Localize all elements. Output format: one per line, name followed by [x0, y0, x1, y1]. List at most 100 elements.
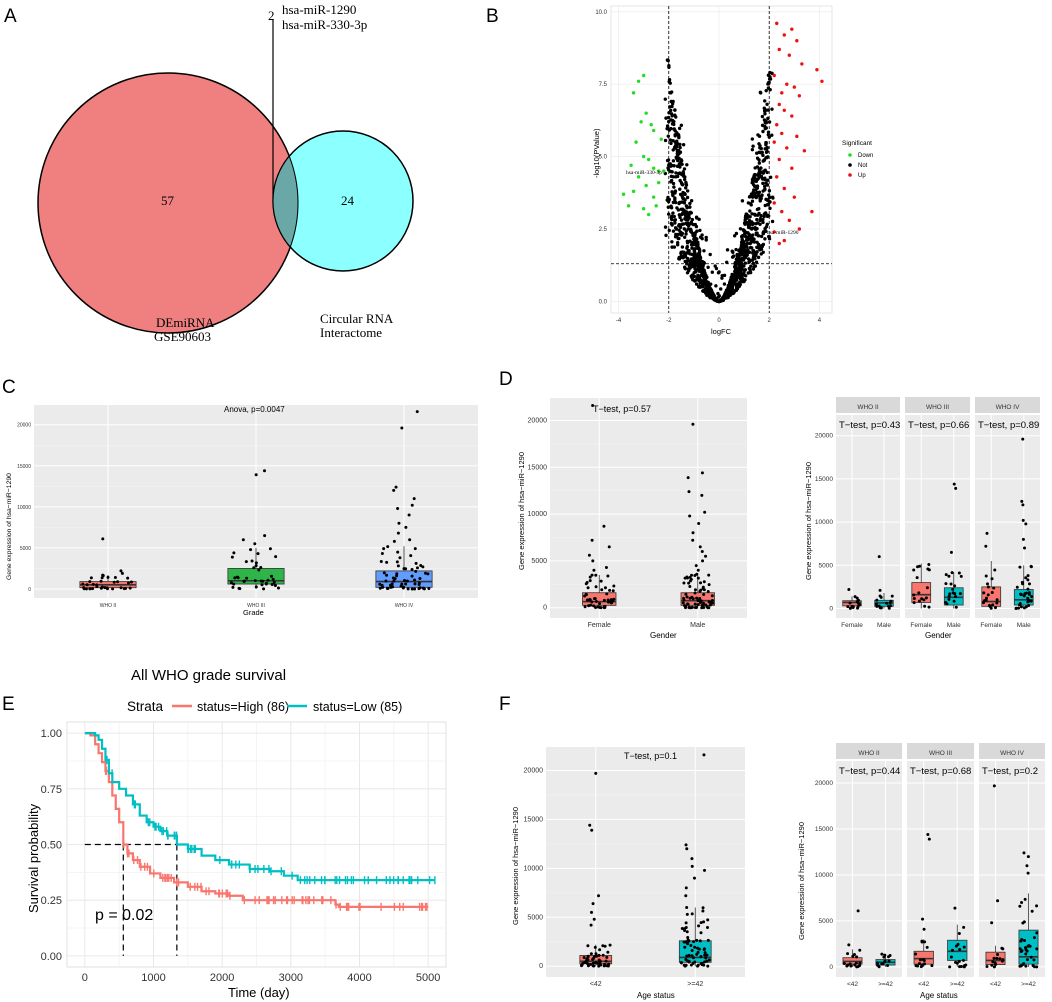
box-jitter-point	[686, 942, 690, 946]
box-jitter-point	[982, 591, 986, 595]
box-jitter-point	[273, 584, 277, 588]
box-jitter-point	[116, 580, 120, 584]
volcano-not-point	[671, 211, 675, 215]
box-jitter-point	[245, 576, 249, 580]
volcano-not-point	[740, 237, 744, 242]
box-jitter-point	[604, 959, 608, 963]
box-jitter-point	[846, 952, 850, 956]
box-jitter-point	[402, 578, 406, 582]
panel-label-c: C	[2, 377, 16, 398]
box-jitter-point	[699, 931, 703, 935]
box-jitter-point	[266, 578, 270, 582]
volcano-not-point	[723, 292, 728, 296]
box-jitter-point	[598, 963, 602, 967]
volcano-not-point	[748, 270, 752, 274]
box-outlier-point	[949, 550, 953, 554]
box-jitter-point	[249, 548, 253, 552]
facet-test-label: T−test, p=0.66	[908, 420, 969, 431]
y-tick-label: 5000	[819, 562, 834, 569]
box-jitter-point	[918, 958, 922, 962]
x-tick-label: Male	[1017, 622, 1031, 629]
volcano-not-point	[741, 228, 745, 232]
box-jitter-point	[996, 953, 1000, 957]
box-jitter-point	[915, 576, 919, 580]
volcano-down-point	[641, 154, 646, 159]
volcano-down-point	[659, 137, 663, 141]
volcano-up-point	[772, 140, 776, 144]
volcano-threshold-lines	[611, 6, 832, 313]
volcano-not-point	[675, 139, 679, 143]
volcano-not-point	[754, 232, 759, 237]
volcano-not-point	[755, 165, 760, 169]
volcano-not-point	[697, 217, 701, 222]
volcano-not-point	[766, 178, 770, 182]
volcano-up-point	[787, 218, 792, 223]
box-jitter-point	[701, 587, 705, 591]
box-outlier-point	[702, 868, 706, 872]
box-jitter-point	[586, 944, 590, 948]
volcano-not-point	[737, 263, 742, 267]
volcano-not-point	[678, 178, 682, 183]
volcano-up-point	[782, 238, 786, 243]
box-outlier-point	[396, 506, 400, 510]
volcano-not-point	[740, 266, 744, 271]
volcano-not-point	[673, 113, 677, 117]
box-jitter-point	[101, 573, 105, 577]
volcano-not-point	[766, 116, 770, 121]
legend-high-label: status=High (86)	[197, 700, 289, 714]
box-jitter-point	[414, 561, 418, 565]
box-jitter-point	[944, 573, 948, 577]
volcano-not-point	[741, 250, 746, 254]
box-jitter-point	[1032, 958, 1036, 962]
volcano-x-tick-label: -4	[616, 318, 622, 324]
volcano-not-point	[706, 265, 710, 269]
box-jitter-point	[992, 586, 996, 590]
volcano-down-point	[657, 180, 661, 185]
venn-left-label-1: DEmiRNA	[156, 315, 215, 330]
legend-low-label: status=Low (85)	[313, 700, 402, 714]
volcano-not-point	[743, 274, 748, 278]
box-jitter-point	[1026, 574, 1030, 578]
volcano-down-point	[644, 183, 648, 188]
volcano-not-point	[759, 247, 764, 251]
box-outlier-point	[1026, 871, 1030, 875]
box-jitter-point	[925, 586, 929, 590]
volcano-x-tick-label: 2	[768, 318, 772, 324]
box-jitter-point	[947, 574, 951, 578]
box-jitter-point	[396, 564, 400, 568]
box-jitter-point	[274, 555, 278, 559]
volcano-y-tick-label: 5.0	[599, 155, 608, 161]
box-jitter-point	[126, 581, 130, 585]
box-jitter-point	[695, 952, 699, 956]
box-jitter-point	[1029, 599, 1033, 603]
box-jitter-point	[696, 603, 700, 607]
box-jitter-point	[949, 955, 953, 959]
box-jitter-point	[589, 962, 593, 966]
box-jitter-point	[687, 581, 691, 585]
facet-test-label: T−test, p=0.68	[910, 766, 971, 777]
box-jitter-point	[424, 571, 428, 575]
box-outlier-point	[253, 542, 257, 546]
box-jitter-point	[985, 965, 989, 969]
survival-x-label: Time (day)	[228, 985, 290, 1000]
box-jitter-point	[230, 555, 234, 559]
box-jitter-point	[848, 601, 852, 605]
box-outlier-point	[1025, 864, 1029, 868]
box-jitter-point	[84, 587, 88, 591]
box-jitter-point	[995, 601, 999, 605]
survival-curve-high	[84, 732, 429, 908]
box-jitter-point	[852, 952, 856, 956]
box-jitter-point	[688, 584, 692, 588]
box-outlier-point	[702, 753, 706, 757]
box-jitter-point	[682, 963, 686, 967]
box-jitter-point	[606, 964, 610, 968]
volcano-not-point	[669, 204, 673, 208]
box-jitter-point	[684, 592, 688, 596]
box-jitter-point	[1024, 964, 1028, 968]
volcano-not-point	[681, 222, 686, 226]
box-jitter-point	[400, 582, 404, 586]
volcano-not-point	[734, 231, 739, 236]
box-jitter-point	[1032, 965, 1036, 969]
box-jitter-point	[1000, 946, 1004, 950]
gender-boxplot: 0 5000 10000 15000 20000 Female Male T−test, p…	[517, 398, 747, 640]
